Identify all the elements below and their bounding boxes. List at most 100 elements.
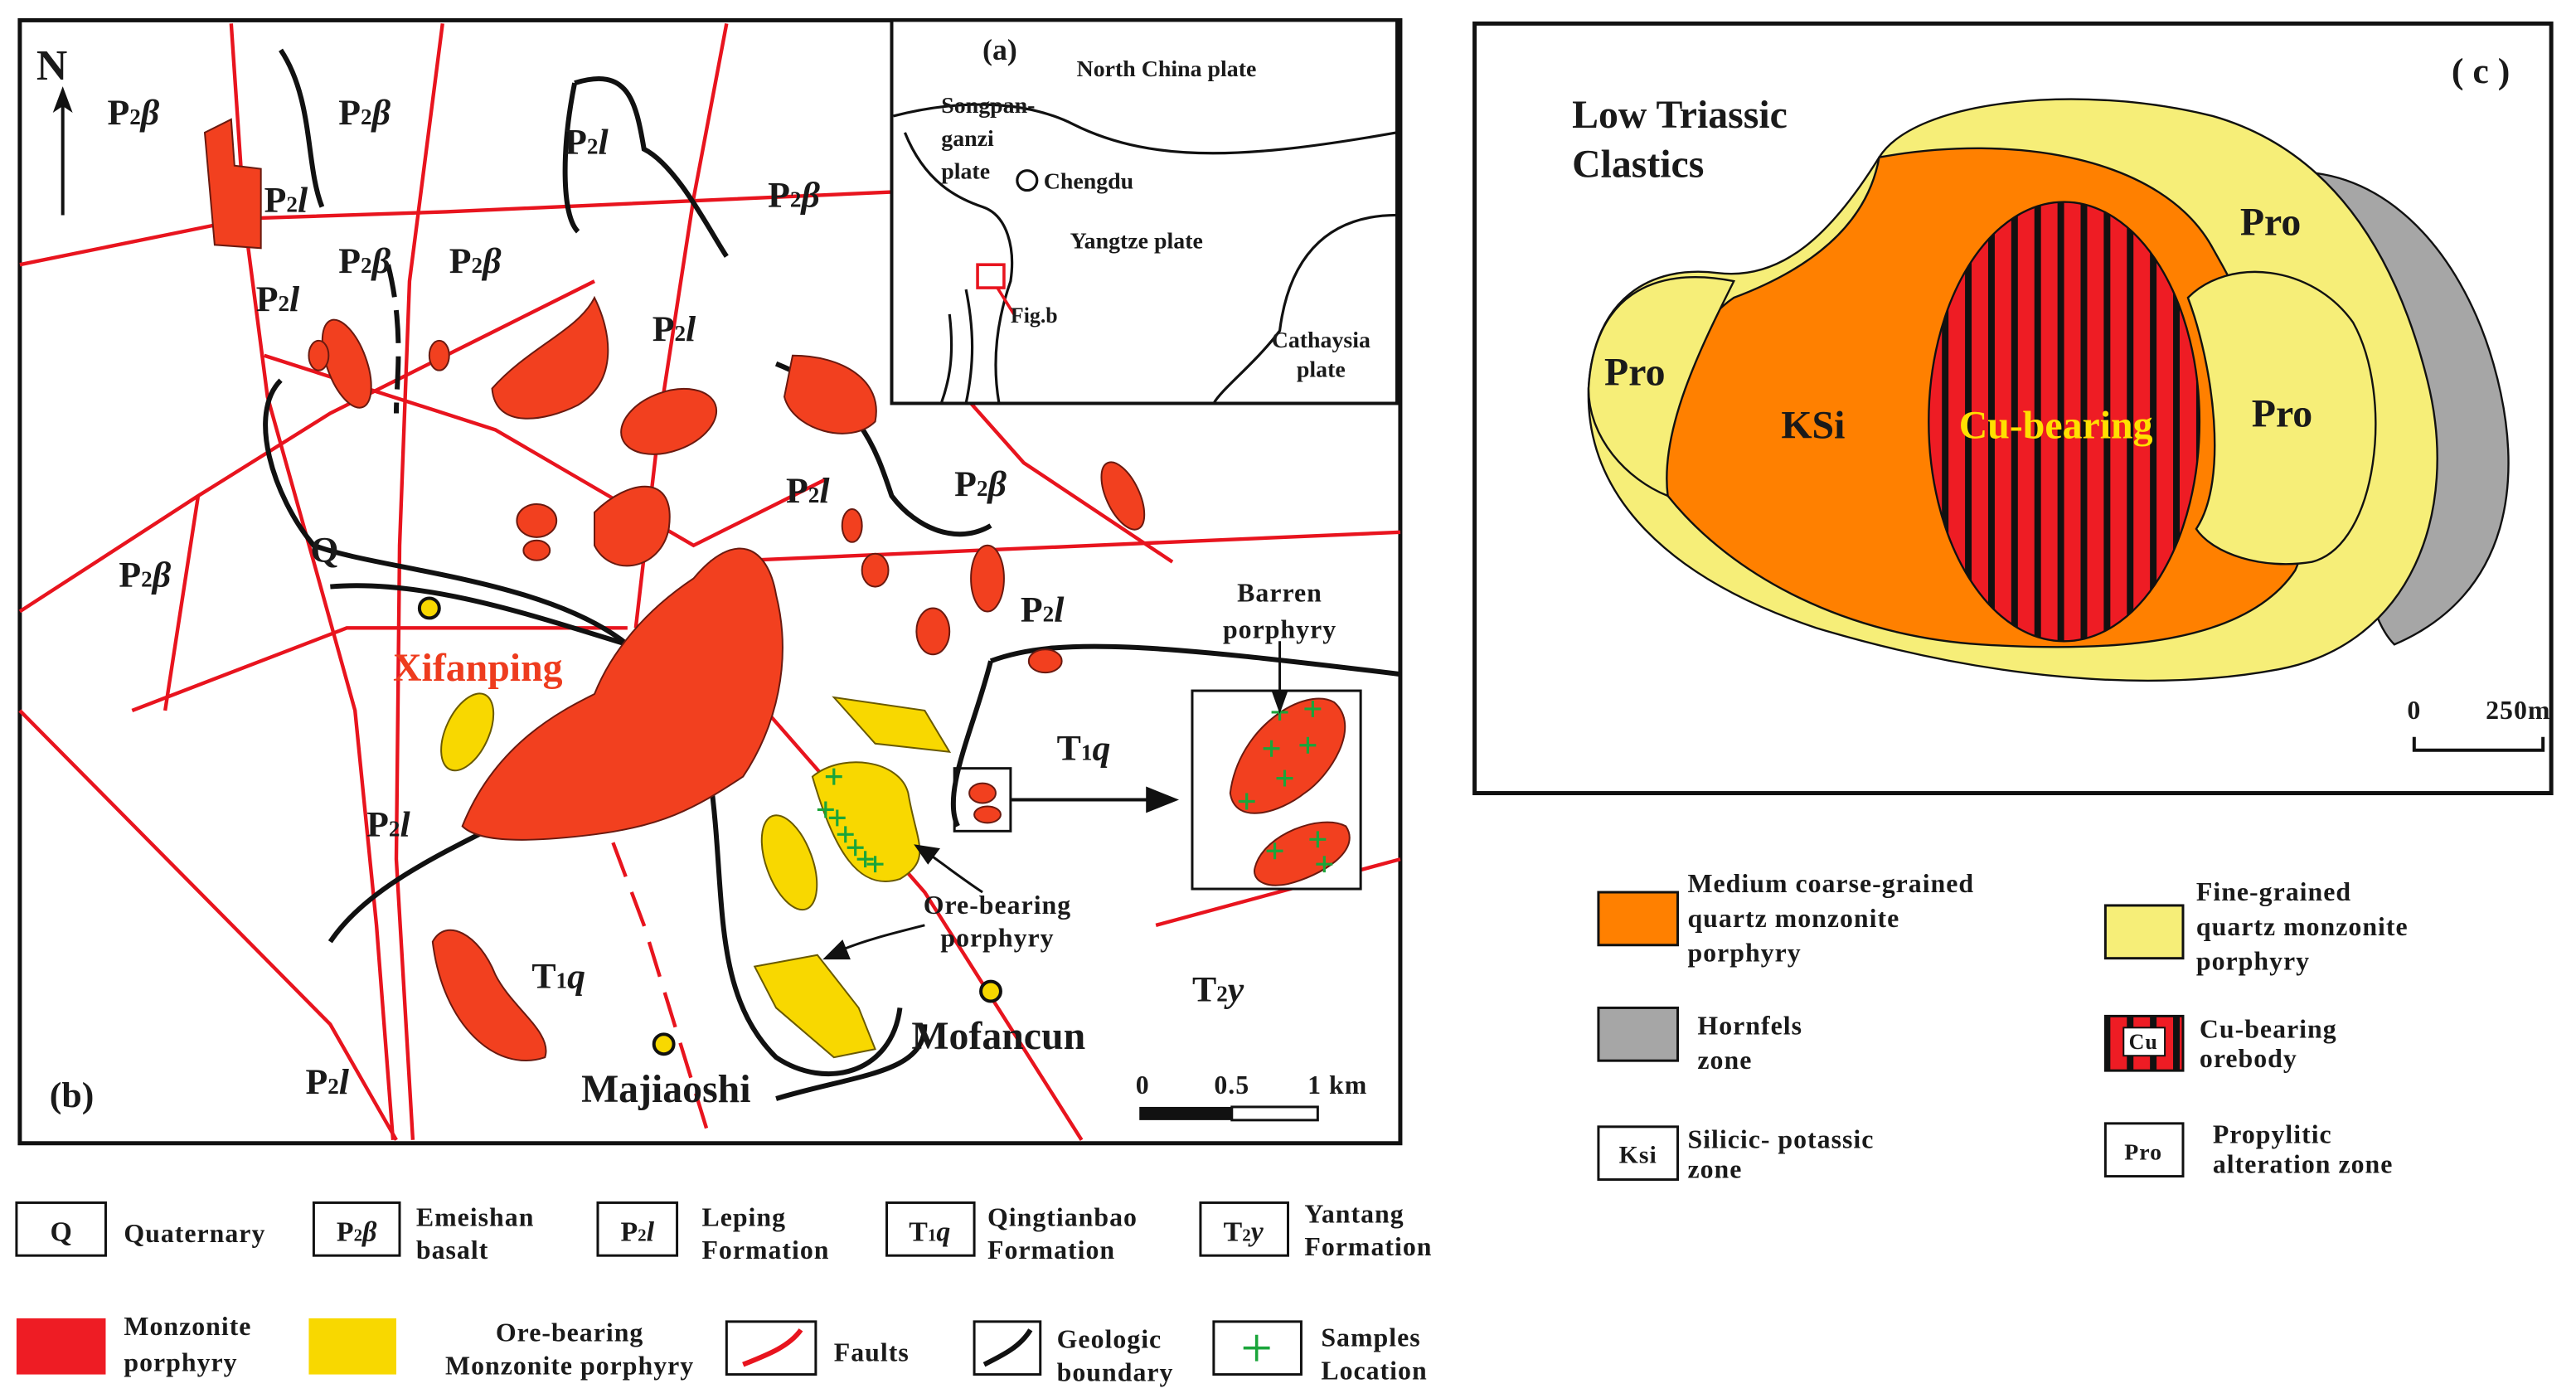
- legend-label: Formation: [701, 1235, 829, 1265]
- place-dots: [417, 596, 1002, 1056]
- legend-code: P2l: [620, 1216, 654, 1247]
- legend-label: orebody: [2200, 1044, 2297, 1073]
- legend-code-suffix: β: [361, 1216, 377, 1247]
- legend-label: Geologic: [1057, 1325, 1162, 1354]
- legend-label: porphyry: [1687, 939, 1801, 968]
- unit-label-suffix: β: [139, 93, 160, 133]
- scale-label: 0: [1136, 1070, 1150, 1099]
- plate-label: North China plate: [1077, 56, 1257, 82]
- legend-label: Propylitic: [2213, 1120, 2332, 1149]
- unit-label-main: P: [338, 93, 361, 133]
- unit-label: P2l: [305, 1062, 349, 1102]
- monzonite-bodies: [203, 118, 1146, 1061]
- annotation: Ore-bearing: [924, 891, 1071, 920]
- legend-code: Q: [51, 1216, 72, 1247]
- place-label: Mofancun: [911, 1014, 1085, 1058]
- annotation: Barren: [1237, 578, 1322, 607]
- scale-label: 0: [2407, 696, 2421, 725]
- ore-bodies: [440, 692, 952, 1059]
- unit-text: Clastics: [1572, 143, 1704, 187]
- unit-label: P2l: [264, 180, 308, 220]
- legend-code-sub: 1: [928, 1225, 937, 1245]
- unit-label-main: T: [1192, 969, 1216, 1009]
- unit-label-suffix: y: [1224, 969, 1244, 1009]
- legend-label: boundary: [1057, 1358, 1174, 1387]
- legend-label: Fine-grained: [2196, 877, 2351, 906]
- legend-label: porphyry: [2196, 947, 2310, 976]
- unit-label-sub: 2: [977, 476, 988, 501]
- scale-bar-b: [1139, 1105, 1319, 1122]
- unit-label-suffix: l: [686, 309, 696, 349]
- unit-label: P2β: [338, 241, 391, 281]
- unit-label: Q: [310, 531, 338, 570]
- unit-label: T1q: [531, 957, 585, 997]
- unit-label-sub: 1: [1081, 740, 1093, 765]
- legend-code-main: Q: [51, 1216, 72, 1247]
- legend-label: Qingtianbao: [987, 1202, 1138, 1231]
- unit-label-sub: 2: [389, 816, 400, 841]
- legend-label: Formation: [987, 1235, 1115, 1265]
- unit-label-main: P: [264, 180, 287, 220]
- unit-label-suffix: q: [567, 957, 585, 997]
- legend-label: Ore-bearing: [496, 1318, 643, 1347]
- fig-label: Fig.b: [1011, 303, 1058, 328]
- zone-label: Cu-bearing: [1959, 403, 2153, 447]
- legend-label: zone: [1697, 1046, 1752, 1075]
- unit-label-suffix: l: [400, 804, 410, 844]
- zone-label: Pro: [2252, 391, 2312, 435]
- unit-label-suffix: β: [799, 175, 820, 215]
- legend-label: zone: [1687, 1155, 1742, 1184]
- unit-label-sub: 2: [129, 104, 141, 129]
- unit-label-main: P: [305, 1062, 327, 1102]
- unit-label-main: T: [1057, 729, 1081, 769]
- legend-code-main: T: [1224, 1216, 1243, 1247]
- unit-label-suffix: l: [289, 279, 300, 319]
- unit-label: P2l: [256, 279, 300, 319]
- unit-label: P2l: [565, 123, 609, 163]
- unit-label-main: P: [565, 123, 587, 163]
- legend-label: Samples: [1321, 1323, 1420, 1352]
- unit-label-main: P: [107, 93, 129, 133]
- unit-label-suffix: q: [1092, 729, 1110, 769]
- legend-code: P2β: [337, 1216, 377, 1247]
- scale-label: 250m: [2486, 696, 2550, 725]
- unit-label-main: T: [531, 957, 555, 997]
- legend-code-suffix: y: [1248, 1216, 1264, 1247]
- unit-label: P2β: [119, 556, 171, 595]
- legend-code: T2y: [1224, 1216, 1264, 1247]
- legend-label: Hornfels: [1697, 1011, 1802, 1040]
- unit-label-suffix: l: [1054, 590, 1065, 629]
- panel-c: [1472, 21, 2554, 796]
- legend-code-main: T: [909, 1216, 928, 1247]
- legend-label: Leping: [701, 1202, 786, 1231]
- unit-label-main: P: [366, 804, 389, 844]
- legend-label: Monzonite: [124, 1312, 251, 1341]
- unit-label-suffix: l: [819, 471, 830, 511]
- zone-label: Pro: [2240, 200, 2301, 244]
- zoom-box: [953, 641, 1362, 891]
- unit-label-sub: 2: [790, 187, 802, 211]
- panel-label: ( c ): [2452, 51, 2511, 91]
- unit-label-suffix: β: [151, 556, 172, 595]
- legend-code: Pro: [2124, 1140, 2162, 1166]
- scale-bar-c: [2412, 736, 2545, 752]
- legend-left-swatches: [15, 1201, 1303, 1376]
- legend-code-sub: 2: [638, 1225, 647, 1245]
- unit-label-sub: 2: [141, 567, 153, 592]
- unit-label-main: P: [256, 279, 279, 319]
- city-label: Chengdu: [1044, 169, 1133, 195]
- unit-label-main: P: [786, 471, 808, 511]
- legend-label: Location: [1321, 1357, 1427, 1386]
- unit-label-sub: 2: [278, 291, 289, 316]
- plate-label: Cathaysia: [1272, 328, 1370, 353]
- north-arrow: [52, 86, 73, 216]
- legend-label: basalt: [416, 1235, 488, 1265]
- unit-label-suffix: l: [298, 180, 308, 220]
- annotation: porphyry: [1223, 614, 1337, 643]
- unit-label-suffix: β: [987, 464, 1007, 504]
- unit-label-suffix: l: [598, 123, 609, 163]
- unit-label-suffix: β: [371, 93, 391, 133]
- place-label: Xifanping: [393, 646, 563, 690]
- plate-label: plate: [1297, 357, 1346, 383]
